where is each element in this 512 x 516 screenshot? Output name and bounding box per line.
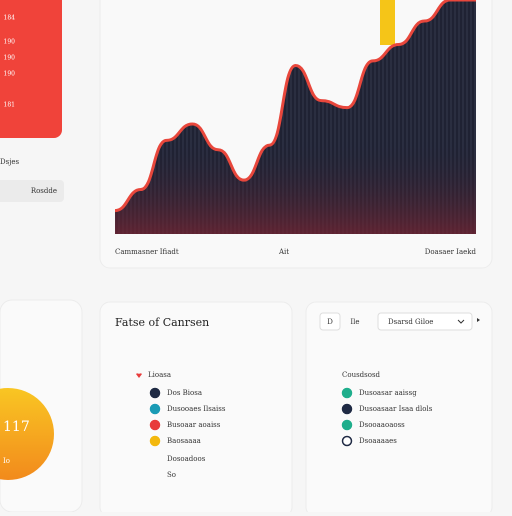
legend-header: Cousdsosd bbox=[342, 371, 381, 379]
legend-label: Dusoasaar Isaa dlols bbox=[359, 405, 433, 413]
legend-label: Dusooaes Ilsaiss bbox=[167, 405, 226, 413]
x-label: Cammasner Ifiadt bbox=[115, 248, 179, 256]
chevron bbox=[457, 319, 465, 324]
control[interactable] bbox=[319, 312, 341, 331]
legend-dot bbox=[341, 403, 353, 415]
legend-label: Dsooaaoaoss bbox=[359, 421, 405, 429]
legend-label: Dosoadoos bbox=[167, 455, 206, 463]
legend-dot bbox=[341, 435, 353, 447]
legend-label: Busoaar aoaiss bbox=[167, 421, 221, 429]
legend-card bbox=[99, 301, 293, 516]
x-label: Doasaer Iaekd bbox=[425, 248, 477, 256]
legend-dot bbox=[341, 419, 353, 431]
legend-dot bbox=[149, 403, 161, 415]
sidebar-button[interactable] bbox=[0, 180, 64, 202]
legend-dot bbox=[149, 419, 161, 431]
legend-card bbox=[305, 301, 493, 516]
legend-header: Lioasa bbox=[148, 371, 171, 379]
legend-label: Dos Biosa bbox=[167, 389, 202, 397]
badge-value: 117 bbox=[3, 419, 30, 435]
highlight-bar bbox=[380, 0, 395, 45]
legend-label: So bbox=[167, 471, 176, 479]
area-base bbox=[115, 0, 476, 234]
control-label[interactable]: D bbox=[327, 318, 333, 326]
badge-blob bbox=[0, 388, 54, 480]
sidebar-number: 190 bbox=[4, 55, 16, 62]
legend-dot bbox=[149, 435, 161, 447]
badge-sub: Io bbox=[3, 457, 10, 465]
legend-label: Dsoaaaaes bbox=[359, 437, 397, 445]
red-card bbox=[0, 0, 62, 138]
button-label[interactable]: Rosdde bbox=[31, 187, 57, 195]
sidebar-number: 190 bbox=[4, 71, 16, 78]
panel-title: Fatse of Canrsen bbox=[115, 316, 209, 329]
sidebar-label: Dsjes bbox=[0, 158, 20, 166]
legend-dot bbox=[149, 387, 161, 399]
control-label[interactable]: Ile bbox=[350, 318, 359, 326]
x-label: Ait bbox=[278, 248, 289, 256]
arrow bbox=[477, 318, 480, 322]
sidebar-number: 181 bbox=[4, 102, 15, 109]
legend-dot bbox=[341, 387, 353, 399]
legend-label: Baosaaaa bbox=[167, 437, 201, 445]
dropdown[interactable] bbox=[377, 312, 473, 331]
sidebar-number: 190 bbox=[4, 39, 16, 46]
legend-label: Dusoasar aaissg bbox=[359, 389, 417, 397]
sidebar-number: 184 bbox=[4, 15, 16, 22]
dropdown-label[interactable]: Dsarsd Giloe bbox=[388, 318, 433, 326]
area-line bbox=[114, 0, 476, 213]
heart bbox=[136, 373, 142, 378]
